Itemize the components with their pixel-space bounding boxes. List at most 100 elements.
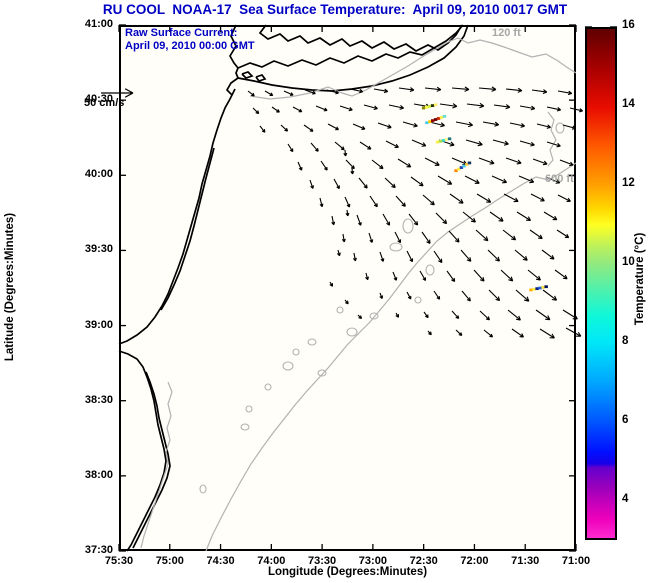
coastline <box>118 77 239 345</box>
coastline <box>160 147 215 311</box>
sst-data-streak <box>538 286 542 290</box>
current-vector-arrow <box>531 89 548 95</box>
x-tick-label: 73:00 <box>358 555 387 567</box>
bathymetry-contour-blob <box>346 327 358 337</box>
current-vector-arrow <box>478 157 495 165</box>
current-vector-arrow <box>271 106 280 113</box>
current-vector-arrow <box>283 90 294 96</box>
current-vector-arrow <box>352 123 366 130</box>
current-vector-arrow <box>345 209 350 217</box>
current-vector-arrow <box>546 141 561 148</box>
coastline <box>237 24 464 69</box>
current-vector-arrow <box>397 158 412 168</box>
current-vector-arrow <box>509 122 526 128</box>
current-vector-arrow <box>297 161 303 171</box>
current-scale-label: 50 cm/s <box>84 97 125 109</box>
x-tick-label: 74:30 <box>206 555 235 567</box>
current-vector-arrow <box>327 123 340 131</box>
current-vector-arrow <box>303 124 314 132</box>
current-vector-arrow <box>446 270 456 283</box>
current-vector-arrow <box>556 229 570 239</box>
current-vector-arrow <box>559 159 574 167</box>
coastline <box>255 73 267 83</box>
current-vector-arrow <box>455 121 474 128</box>
current-vector-arrow <box>464 175 480 184</box>
current-vector-arrow <box>280 124 289 132</box>
current-vector-arrow <box>419 270 427 281</box>
current-vector-arrow <box>264 90 274 97</box>
current-vector-arrow <box>515 289 530 302</box>
sst-data-streak <box>427 105 432 108</box>
current-vector-arrow <box>437 175 453 185</box>
current-vector-arrow <box>491 175 508 184</box>
current-vector-arrow <box>557 194 571 202</box>
current-vector-arrow <box>309 179 314 189</box>
bathymetry-contour <box>140 381 173 549</box>
current-vector-arrow <box>394 231 402 244</box>
current-vector-arrow <box>377 122 392 129</box>
current-vector-arrow <box>395 312 400 318</box>
current-vector-arrow <box>343 149 348 157</box>
x-axis-label: Longitude (Degrees:Minutes) <box>267 566 428 578</box>
current-vector-arrow <box>569 107 584 113</box>
current-vector-arrow <box>433 290 441 300</box>
current-vector-arrow <box>451 157 468 166</box>
current-vector-arrow <box>326 89 339 95</box>
sst-data-streak <box>424 105 429 109</box>
contour-label-120ft: 120 ft <box>492 27 521 39</box>
y-tick-label: 38:00 <box>84 468 113 481</box>
current-vector-arrow <box>519 140 535 147</box>
current-vector-arrow <box>406 291 412 300</box>
sst-data-streak <box>462 164 466 168</box>
current-vector-arrow <box>331 215 336 226</box>
current-vector-arrow <box>388 104 405 110</box>
current-vector-arrow <box>341 233 346 243</box>
coastline <box>241 71 254 79</box>
bathymetry-contour-blob <box>402 218 414 234</box>
current-vector-arrow <box>392 271 398 281</box>
current-vector-arrow <box>461 290 471 302</box>
sst-data-streak <box>435 140 440 144</box>
current-vector-arrow <box>554 269 568 280</box>
current-vector-arrow <box>422 194 435 206</box>
coastline <box>258 24 463 52</box>
raw-current-line2: April 09, 2010 00:00 GMT <box>125 40 255 52</box>
current-vector-arrow <box>382 213 391 226</box>
current-vector-arrow <box>535 309 551 321</box>
x-tick-label: 73:30 <box>308 555 337 567</box>
current-vector-arrow <box>500 269 514 282</box>
current-vector-arrow <box>527 269 541 281</box>
current-vector-arrow <box>304 89 316 95</box>
current-vector-arrow <box>448 230 460 243</box>
y-tick-label: 41:00 <box>84 18 113 30</box>
current-vector-arrow <box>411 139 427 147</box>
current-vector-arrow <box>345 159 355 170</box>
current-vector-arrow <box>562 124 576 130</box>
plot-title: RU COOL NOAA-17 Sea Surface Temperature:… <box>102 2 568 17</box>
x-tick-label: 72:30 <box>409 555 438 567</box>
current-vector-arrow <box>334 141 345 151</box>
colorbar-tick-label: 14 <box>622 97 635 110</box>
current-vector-arrow <box>358 177 368 189</box>
current-vector-arrow <box>373 88 389 94</box>
bathymetry-contour-blob <box>425 264 435 276</box>
current-vector-arrow <box>546 106 562 112</box>
current-vector-arrow <box>398 87 415 93</box>
sst-data-streak <box>430 104 435 107</box>
current-vector-arrow <box>460 249 472 262</box>
bathymetry-contour-blob <box>245 405 253 413</box>
y-tick-label: 40:00 <box>84 168 113 181</box>
colorbar <box>585 27 617 540</box>
current-vector-arrow <box>505 157 522 165</box>
current-vector-arrow <box>406 250 414 263</box>
sst-data-streak <box>535 287 539 291</box>
current-vector-arrow <box>475 229 489 242</box>
colorbar-axis-label: Temperature (°C) <box>634 232 646 326</box>
sst-data-streak <box>433 103 438 107</box>
bathymetry-contour <box>249 37 577 100</box>
current-vector-arrow <box>462 211 476 223</box>
current-vector-arrow <box>505 87 523 93</box>
current-vector-arrow <box>247 90 255 97</box>
current-vector-arrow <box>488 289 501 302</box>
